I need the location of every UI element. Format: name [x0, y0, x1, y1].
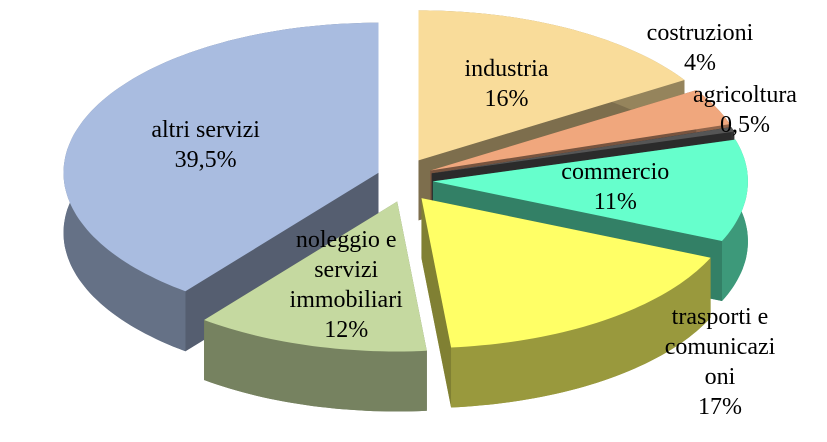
- slice-radial-wall: [421, 198, 452, 408]
- slice-label: commercio 11%: [520, 157, 710, 217]
- slice-top: [431, 127, 735, 174]
- value-label: 4%: [684, 50, 716, 76]
- value-label: 17%: [698, 394, 742, 420]
- slice-outer-wall: [451, 257, 711, 408]
- value-label: 11%: [593, 188, 637, 215]
- slice-label: trasporti e comunicazioni 17%: [664, 302, 776, 422]
- value-label: 16%: [484, 86, 529, 113]
- value-label: 0,5%: [720, 112, 770, 138]
- category-label: industria: [464, 56, 549, 83]
- category-label: altri servizi: [151, 116, 260, 143]
- category-label: noleggio e servizi immobiliari: [289, 227, 403, 314]
- slice-top: [63, 22, 379, 292]
- category-label: trasporti e comunicazioni: [664, 304, 776, 390]
- slice: [63, 22, 379, 352]
- slice-top: [421, 198, 711, 348]
- slice-label: agricoltura 0,5%: [650, 80, 827, 140]
- slice-top: [432, 139, 748, 241]
- value-label: 39,5%: [174, 146, 237, 173]
- slice-outer-wall: [204, 320, 427, 412]
- slice-top: [430, 90, 730, 171]
- slice-label: costruzioni 4%: [605, 18, 795, 78]
- slice: [421, 198, 711, 408]
- slice-top: [204, 201, 427, 352]
- category-label: agricoltura: [693, 82, 797, 108]
- category-label: commercio: [561, 158, 670, 185]
- slice-label: noleggio e servizi immobiliari 12%: [271, 225, 421, 345]
- slice: [204, 201, 427, 412]
- slice-label: industria 16%: [412, 54, 602, 114]
- slice-label: altri servizi 39,5%: [111, 115, 301, 175]
- slice-top: [418, 10, 685, 161]
- category-label: costruzioni: [646, 20, 754, 46]
- value-label: 12%: [324, 317, 369, 344]
